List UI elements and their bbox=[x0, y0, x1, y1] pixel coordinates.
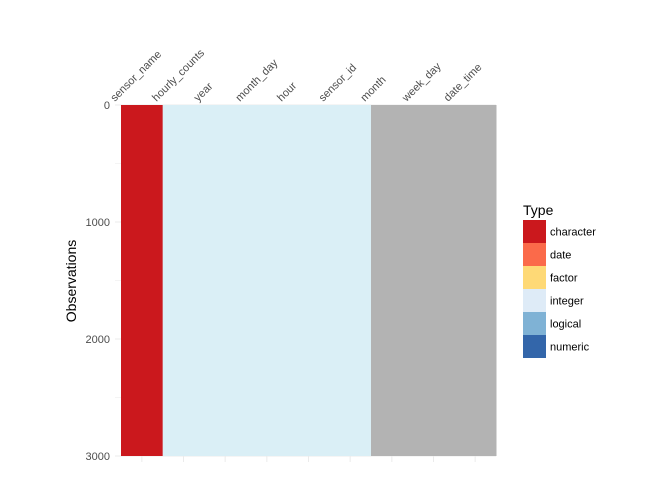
legend: Type character date factor integer logical nu… bbox=[523, 202, 596, 358]
tile-sensor_name bbox=[121, 105, 164, 456]
tile-week_day bbox=[412, 105, 455, 456]
legend-key-character bbox=[523, 220, 546, 243]
legend-key-numeric bbox=[523, 335, 546, 358]
tile-date_time bbox=[454, 105, 497, 456]
legend-label-logical: logical bbox=[550, 319, 581, 331]
x-tick-label: sensor_id bbox=[317, 62, 359, 104]
tile-year bbox=[204, 105, 247, 456]
legend-label-integer: integer bbox=[550, 296, 584, 308]
legend-label-factor: factor bbox=[550, 273, 578, 285]
y-axis-ticks: 0 1000 2000 3000 bbox=[86, 100, 110, 463]
x-tick-label: week_day bbox=[399, 60, 444, 105]
legend-label-numeric: numeric bbox=[550, 342, 590, 354]
x-tick-label: hour bbox=[275, 80, 299, 104]
x-tick-label: year bbox=[192, 80, 216, 104]
y-axis-title: Observations bbox=[63, 240, 79, 322]
tile-hourly_counts bbox=[162, 105, 205, 456]
column-tiles bbox=[121, 105, 497, 456]
x-tick-label: date_time bbox=[442, 61, 485, 104]
tile-month bbox=[371, 105, 414, 456]
legend-label-character: character bbox=[550, 227, 596, 239]
legend-key-factor bbox=[523, 266, 546, 289]
legend-key-date bbox=[523, 243, 546, 266]
y-tick-label: 0 bbox=[104, 100, 110, 112]
legend-title: Type bbox=[523, 202, 554, 218]
y-tick-label: 2000 bbox=[86, 334, 110, 346]
tile-sensor_id bbox=[329, 105, 372, 456]
y-tick-label: 3000 bbox=[86, 451, 110, 463]
legend-label-date: date bbox=[550, 250, 571, 262]
tile-month_day bbox=[246, 105, 289, 456]
legend-key-integer bbox=[523, 289, 546, 312]
legend-key-logical bbox=[523, 312, 546, 335]
tile-hour bbox=[287, 105, 330, 456]
y-tick-label: 1000 bbox=[86, 217, 110, 229]
x-tick-label: month_day bbox=[233, 57, 280, 104]
x-tick-label: month bbox=[358, 74, 388, 104]
